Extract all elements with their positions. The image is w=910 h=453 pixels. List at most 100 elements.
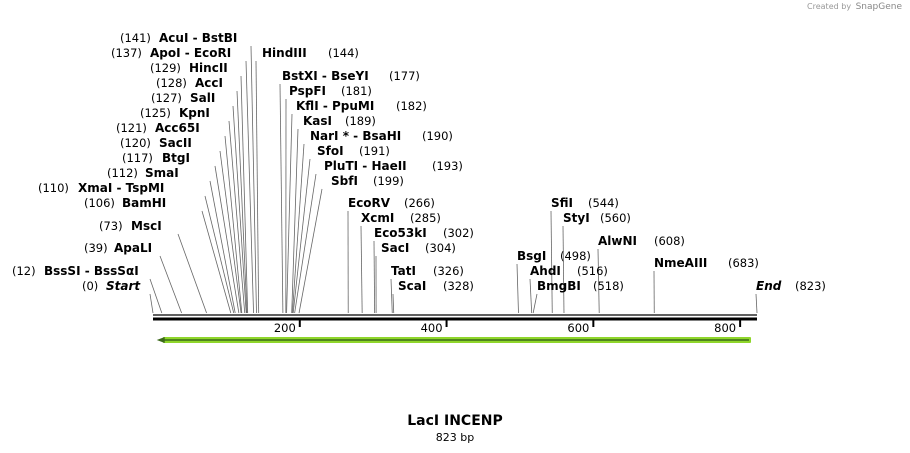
site-pos-sfoi: (191): [359, 144, 390, 158]
site-name-sbfi[interactable]: SbfI: [331, 174, 358, 188]
site-name-acci[interactable]: AccI: [195, 76, 223, 90]
site-name-hincii[interactable]: HincII: [189, 61, 228, 75]
site-pos-sbfi: (199): [373, 174, 404, 188]
leader-btgi: [214, 165, 240, 314]
site-name-bsssi-bsss-i[interactable]: BssSI - BssSαI: [44, 264, 139, 278]
site-pos-msci: (73): [99, 219, 123, 233]
site-name-styi[interactable]: StyI: [563, 211, 590, 225]
site-pos-nari-bsahi: (190): [422, 129, 453, 143]
site-name-hindiii[interactable]: HindIII: [262, 46, 307, 60]
tick-label-200: 200: [274, 321, 296, 335]
leader-acui-bstbi: [250, 45, 257, 314]
site-pos-pluti-haeii: (193): [432, 159, 463, 173]
snapgene-credit: Created by SnapGene: [807, 2, 902, 12]
site-name-scai[interactable]: ScaI: [398, 279, 426, 293]
site-name-eco53ki[interactable]: Eco53kI: [374, 226, 427, 240]
site-pos-alwni: (608): [654, 234, 685, 248]
site-name-bmgbi[interactable]: BmgBI: [537, 279, 581, 293]
site-name-xmai-tspmi[interactable]: XmaI - TspMI: [78, 181, 164, 195]
leader-apali: [159, 255, 182, 314]
site-name-acc65i[interactable]: Acc65I: [155, 121, 200, 135]
sequence-title: LacI INCENP: [407, 413, 503, 429]
leader-sfii: [550, 210, 553, 314]
site-pos-eco53ki: (302): [443, 226, 474, 240]
leader-sali: [232, 105, 247, 314]
site-pos-start: (0): [82, 279, 98, 293]
tick-label-600: 600: [567, 321, 589, 335]
leader-eco53ki: [373, 240, 376, 314]
site-name-xcmi[interactable]: XcmI: [361, 211, 394, 225]
site-pos-nmeaiii: (683): [728, 256, 759, 270]
site-pos-tati: (326): [433, 264, 464, 278]
site-pos-apoi-ecori: (137): [111, 46, 142, 60]
site-pos-xcmi: (285): [410, 211, 441, 225]
site-name-sfii[interactable]: SfiI: [551, 196, 573, 210]
site-pos-acui-bstbi: (141): [120, 31, 151, 45]
leader-acc65i: [224, 135, 243, 314]
leader-bsssi-bsss-i: [149, 278, 163, 314]
site-pos-bamhi: (106): [84, 196, 115, 210]
leader-msci: [177, 233, 207, 314]
leader-scai: [392, 293, 395, 314]
site-pos-end: (823): [795, 279, 826, 293]
site-pos-bstxi-bseyi: (177): [389, 69, 420, 83]
leader-apoi-ecori: [245, 60, 254, 314]
site-name-bstxi-bseyi[interactable]: BstXI - BseYI: [282, 69, 369, 83]
site-pos-acci: (128): [156, 76, 187, 90]
site-pos-bmgbi: (518): [593, 279, 624, 293]
site-name-bsgi[interactable]: BsgI: [517, 249, 546, 263]
site-leader-lines: [149, 45, 758, 314]
site-name-btgi[interactable]: BtgI: [162, 151, 190, 165]
site-name-pspfi[interactable]: PspFI: [289, 84, 326, 98]
leader-sfoi: [292, 158, 311, 314]
feature-arrow[interactable]: [156, 337, 752, 343]
site-pos-ecorv: (266): [404, 196, 435, 210]
site-name-pluti-haeii[interactable]: PluTI - HaeII: [324, 159, 407, 173]
site-name-sfoi[interactable]: SfoI: [317, 144, 344, 158]
leader-sacii: [219, 150, 242, 314]
site-name-alwni[interactable]: AlwNI: [598, 234, 637, 248]
site-name-kpni[interactable]: KpnI: [179, 106, 210, 120]
leader-bamhi: [201, 210, 232, 314]
site-name-smai[interactable]: SmaI: [145, 166, 179, 180]
leader-pluti-haeii: [294, 173, 317, 314]
site-name-msci[interactable]: MscI: [131, 219, 162, 233]
site-name-acui-bstbi[interactable]: AcuI - BstBI: [159, 31, 237, 45]
leader-tati: [390, 278, 393, 314]
site-pos-sfii: (544): [588, 196, 619, 210]
leader-alwni: [597, 248, 600, 314]
leader-hindiii: [255, 60, 260, 314]
site-labels: Start (0)BssSI - BssSαI (12) ApaLI (39) MscI (…: [12, 31, 826, 293]
site-pos-acc65i: (121): [116, 121, 147, 135]
site-name-nmeaiii[interactable]: NmeAIII: [654, 256, 707, 270]
axis-ticks: 200 400 600 800: [274, 320, 742, 335]
site-name-sacii[interactable]: SacII: [159, 136, 192, 150]
leader-bstxi-bseyi: [279, 83, 284, 314]
site-name-sali[interactable]: SalI: [190, 91, 215, 105]
site-pos-styi: (560): [600, 211, 631, 225]
site-name-ecorv[interactable]: EcoRV: [348, 196, 391, 210]
leader-acci: [236, 90, 248, 314]
site-pos-bsgi: (498): [560, 249, 591, 263]
site-name-apali[interactable]: ApaLI: [114, 241, 152, 255]
site-name-tati[interactable]: TatI: [391, 264, 416, 278]
leader-end: [755, 293, 758, 314]
leader-kfli-ppumi: [286, 113, 293, 314]
site-pos-scai: (328): [443, 279, 474, 293]
site-name-apoi-ecori[interactable]: ApoI - EcoRI: [150, 46, 231, 60]
site-pos-hindiii: (144): [328, 46, 359, 60]
site-name-nari-bsahi[interactable]: NarI * - BsaHI: [310, 129, 401, 143]
site-name-bamhi[interactable]: BamHI: [122, 196, 166, 210]
leader-nari-bsahi: [292, 143, 305, 314]
site-name-saci[interactable]: SacI: [381, 241, 409, 255]
site-name-kasi[interactable]: KasI: [303, 114, 332, 128]
feature-arrowhead: [156, 337, 165, 343]
leader-styi: [562, 225, 565, 314]
site-name-ahdi[interactable]: AhdI: [530, 264, 561, 278]
site-name-end[interactable]: End: [756, 279, 782, 293]
site-pos-bsssi-bsss-i: (12): [12, 264, 36, 278]
leader-start: [149, 293, 154, 314]
site-name-kfli-ppumi[interactable]: KflI - PpuMI: [296, 99, 374, 113]
site-name-start[interactable]: Start: [106, 279, 141, 293]
